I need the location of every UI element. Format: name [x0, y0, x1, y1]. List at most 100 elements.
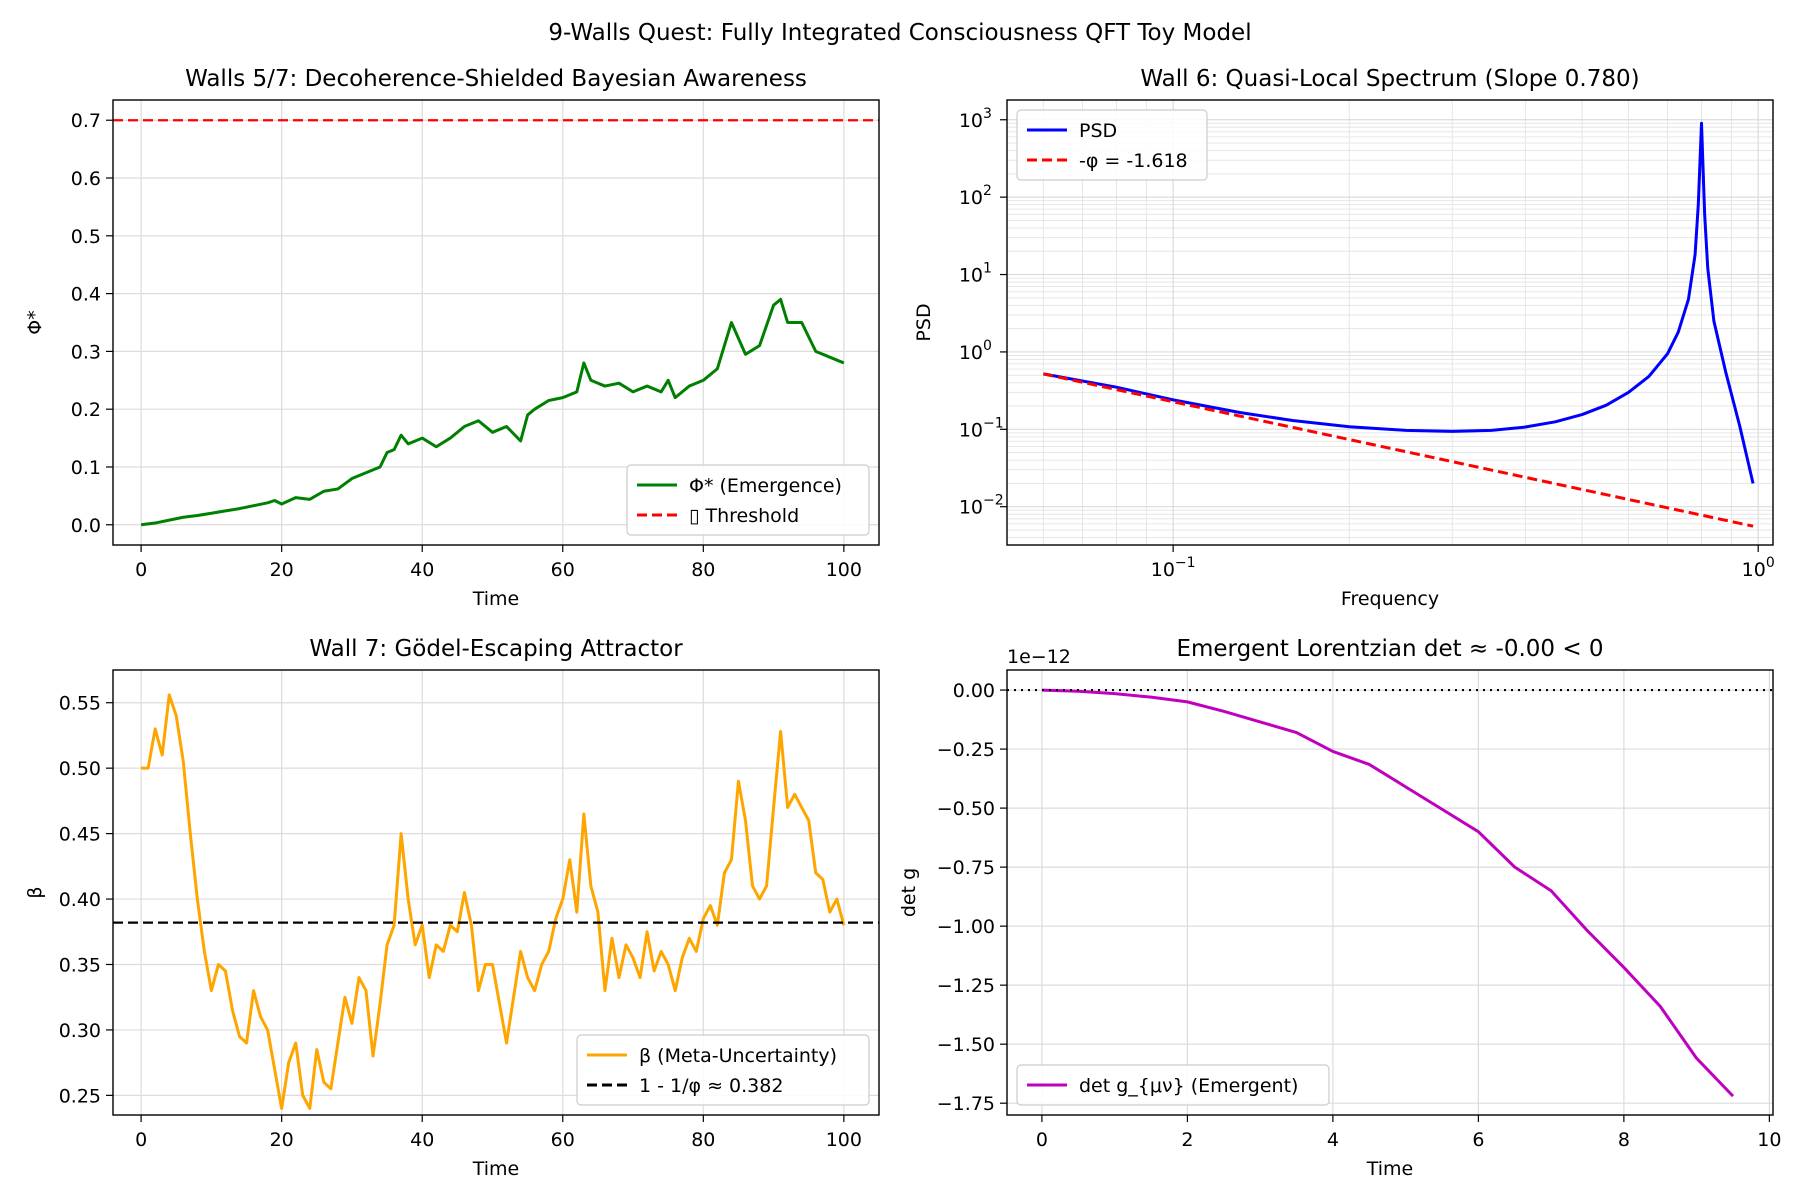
x-tick-label: 4: [1327, 1129, 1339, 1151]
y-tick-label: −1.00: [937, 916, 995, 938]
x-tick-label: 0: [1036, 1129, 1048, 1151]
y-tick-label: 0.1: [71, 457, 101, 479]
legend-label: Φ* (Emergence): [689, 475, 842, 497]
legend-label: PSD: [1079, 120, 1117, 142]
y-tick-label: −1.50: [937, 1034, 995, 1056]
y-tick-label: 0.50: [59, 758, 101, 780]
axes-frame: [1006, 99, 1774, 546]
y-tick-label: 0.45: [59, 824, 101, 846]
y-tick-label: 0.25: [59, 1085, 101, 1107]
x-tick-label: 2: [1181, 1129, 1193, 1151]
chart-title: Walls 5/7: Decoherence-Shielded Bayesian…: [185, 66, 807, 92]
y-tick-exponent: 0: [983, 338, 992, 354]
axes-frame: [1006, 669, 1774, 1116]
axis-offset-label: 1e−12: [1007, 646, 1071, 668]
y-tick-label: 0.40: [59, 889, 101, 911]
chart-title: Emergent Lorentzian det ≈ -0.00 < 0: [1176, 636, 1603, 662]
y-tick-exponent: 2: [983, 183, 992, 199]
y-tick-label: −0.50: [937, 798, 995, 820]
x-tick-label: 80: [691, 559, 715, 581]
y-tick-label: 0.30: [59, 1020, 101, 1042]
y-tick-label: 0.55: [59, 693, 101, 715]
x-tick-label: 0: [135, 559, 147, 581]
legend: Φ* (Emergence) ▯ Threshold: [626, 464, 870, 536]
y-axis-label: β: [24, 886, 46, 898]
legend: β (Meta-Uncertainty) 1 - 1/φ ≈ 0.382: [576, 1034, 870, 1106]
x-tick-label: 100: [826, 559, 862, 581]
series-line-det-0: [1041, 688, 1735, 1098]
y-tick-label: 0.2: [71, 399, 101, 421]
y-tick-label: 0.4: [71, 284, 101, 306]
x-tick-label: 8: [1618, 1129, 1630, 1151]
chart-phi: 0 20 40 60 80 100 0.0 0.1 0.2 0.3 0.4 0.5 0.6 0.7 Wall…: [24, 66, 880, 610]
x-tick-label: 100: [1742, 555, 1775, 581]
x-tick-label: 40: [410, 1129, 434, 1151]
legend: PSD -φ = -1.618: [1016, 109, 1208, 181]
y-tick-label: 10: [959, 342, 983, 364]
y-tick-exponent: 1: [983, 261, 992, 277]
series-line-beta-0: [141, 693, 846, 1110]
chart-det: 0 2 4 6 8 10 0.00 −0.25 −0.50 −0.75 −1.00 −1.25 −1.5…: [898, 636, 1781, 1180]
x-tick-label: 20: [270, 1129, 294, 1151]
chart-title: Wall 6: Quasi-Local Spectrum (Slope 0.78…: [1140, 66, 1639, 92]
x-axis-label: Time: [472, 588, 520, 610]
y-tick-label: 10: [959, 419, 983, 441]
y-tick-label: 0.6: [71, 168, 101, 190]
x-tick-label: 6: [1472, 1129, 1484, 1151]
chart-title: Wall 7: Gödel-Escaping Attractor: [309, 636, 683, 662]
y-axis-label: Φ*: [24, 310, 46, 334]
y-tick-label: 0.35: [59, 954, 101, 976]
y-axis-label: det g: [898, 868, 920, 917]
y-tick-exponent: −2: [983, 493, 1004, 509]
legend: det g_{μν} (Emergent): [1016, 1064, 1330, 1106]
legend-label: 1 - 1/φ ≈ 0.382: [639, 1075, 783, 1097]
legend-box: [576, 1034, 870, 1106]
series-line-psd-0: [1043, 121, 1755, 484]
legend-label: -φ = -1.618: [1079, 150, 1188, 172]
y-tick-label: −1.75: [937, 1093, 995, 1115]
figure-title: 9-Walls Quest: Fully Integrated Consciou…: [548, 20, 1251, 46]
x-tick-label: 10−1: [1151, 555, 1196, 581]
legend-box: [1016, 109, 1208, 181]
x-tick-label: 20: [270, 559, 294, 581]
y-tick-exponent: 3: [983, 106, 992, 122]
x-tick-label: 60: [551, 559, 575, 581]
x-tick-label: 10: [1757, 1129, 1781, 1151]
y-tick-label: 10: [959, 497, 983, 519]
x-tick-exponent: 0: [1766, 555, 1775, 571]
y-tick-label: 0.00: [953, 680, 995, 702]
x-tick-label: 100: [826, 1129, 862, 1151]
series-line-psd-1: [1043, 372, 1754, 528]
y-tick-label: −0.25: [937, 739, 995, 761]
x-tick-exponent: −1: [1175, 555, 1196, 571]
legend-box: [1016, 1064, 1330, 1106]
x-axis-label: Time: [1366, 1158, 1414, 1180]
x-tick-label: 0: [135, 1129, 147, 1151]
y-tick-label: 10: [959, 265, 983, 287]
axes-frame: [112, 99, 880, 546]
chart-beta: 0 20 40 60 80 100 0.25 0.30 0.35 0.40 0.45 0.50 0.55…: [24, 636, 880, 1180]
x-tick-label: 40: [410, 559, 434, 581]
y-axis-label: PSD: [913, 303, 935, 341]
legend-box: [626, 464, 870, 536]
y-tick-label: 0.7: [71, 110, 101, 132]
y-tick-label: 0.3: [71, 341, 101, 363]
y-tick-label: 10: [959, 110, 983, 132]
axes-frame: [112, 669, 880, 1116]
x-axis-label: Frequency: [1341, 588, 1439, 610]
series-line-phi-0: [140, 297, 845, 527]
y-tick-label: −1.25: [937, 975, 995, 997]
legend-label: ▯ Threshold: [689, 505, 799, 527]
y-tick-label: 0.5: [71, 226, 101, 248]
legend-label: det g_{μν} (Emergent): [1079, 1075, 1298, 1097]
x-axis-label: Time: [472, 1158, 520, 1180]
y-tick-exponent: −1: [983, 415, 1004, 431]
x-tick-label: 80: [691, 1129, 715, 1151]
y-tick-label: 10: [959, 187, 983, 209]
x-tick-label: 60: [551, 1129, 575, 1151]
y-tick-label: 0.0: [71, 515, 101, 537]
y-tick-label: −0.75: [937, 857, 995, 879]
legend-label: β (Meta-Uncertainty): [639, 1045, 837, 1067]
